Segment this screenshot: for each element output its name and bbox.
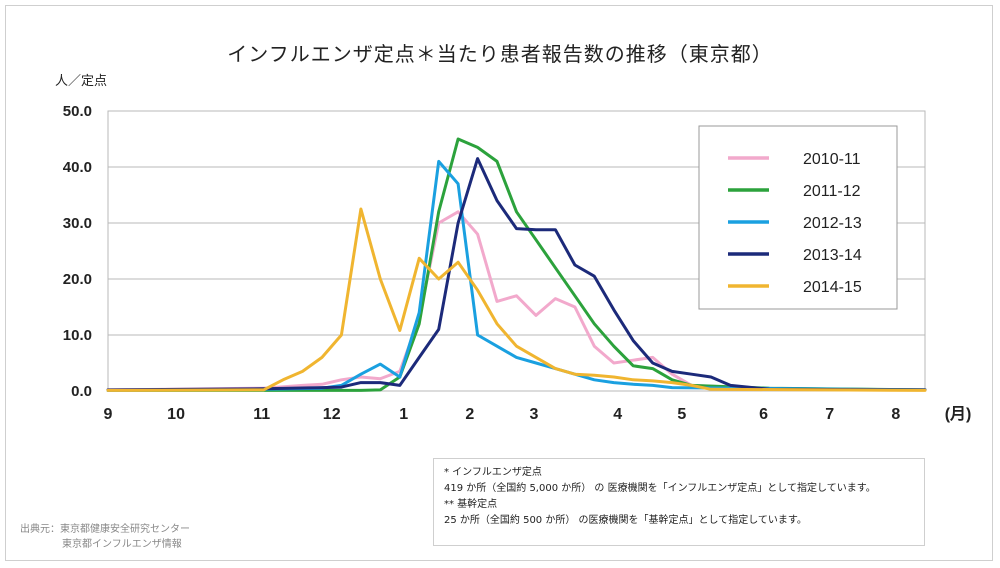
x-tick-label: 2	[465, 406, 474, 423]
legend-label: 2014-15	[803, 279, 862, 296]
notes-box: * インフルエンザ定点 419 か所（全国約 5,000 か所） の 医療機関を…	[433, 458, 925, 546]
series-line-2014-15	[106, 207, 927, 392]
x-tick-label: (月)	[945, 405, 972, 423]
y-tick-label: 20.0	[63, 271, 92, 288]
x-tick-label: 1	[399, 406, 408, 423]
source-line: 東京都インフルエンザ情報	[62, 539, 182, 550]
x-tick-label: 4	[613, 406, 622, 423]
note-line: * インフルエンザ定点	[444, 467, 542, 478]
x-tick-label: 10	[167, 406, 185, 423]
note-line: 25 か所（全国約 500 か所） の医療機関を「基幹定点」として指定しています…	[444, 515, 807, 526]
y-axis-unit-label: 人／定点	[55, 74, 108, 89]
series-line-2010-11	[106, 210, 927, 392]
series-line-2012-13	[106, 159, 927, 392]
source-line: 出典元：東京都健康安全研究センター	[20, 524, 190, 535]
y-tick-label: 50.0	[63, 103, 92, 120]
x-tick-label: 7	[825, 406, 834, 423]
x-tick-label: 5	[677, 406, 686, 423]
y-tick-label: 40.0	[63, 159, 92, 176]
legend-box	[698, 125, 898, 310]
series-line-2013-14	[106, 157, 927, 392]
plot-area	[107, 110, 926, 392]
legend-label: 2011-12	[803, 183, 861, 200]
x-tick-label: 12	[323, 406, 341, 423]
y-tick-label: 30.0	[63, 215, 92, 232]
chart-title: インフルエンザ定点＊当たり患者報告数の推移（東京都）	[227, 42, 773, 66]
y-tick-label: 10.0	[63, 327, 92, 344]
x-tick-label: 6	[759, 406, 768, 423]
x-tick-label: 3	[530, 406, 539, 423]
legend-label: 2013-14	[803, 247, 862, 264]
outer-frame	[5, 5, 993, 561]
legend-label: 2012-13	[803, 215, 862, 232]
note-line: 419 か所（全国約 5,000 か所） の 医療機関を「インフルエンザ定点」と…	[444, 483, 876, 494]
x-tick-label: 11	[253, 406, 270, 423]
source-credit: 出典元：東京都健康安全研究センター 東京都インフルエンザ情報	[20, 522, 190, 552]
note-line: ** 基幹定点	[444, 499, 498, 510]
x-tick-label: 8	[891, 406, 900, 423]
legend-label: 2010-11	[803, 151, 861, 168]
y-tick-label: 0.0	[71, 383, 92, 400]
x-tick-label: 9	[104, 406, 113, 423]
